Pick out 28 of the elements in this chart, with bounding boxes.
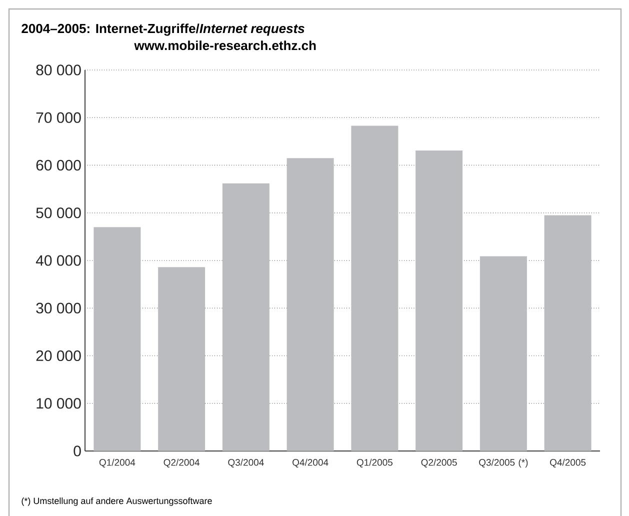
- chart-title: 2004–2005: Internet-Zugriffe/Internet requests: [22, 24, 304, 36]
- bar: [416, 150, 463, 451]
- y-tick-label: 20 000: [36, 350, 81, 362]
- bar: [158, 267, 206, 451]
- bar: [222, 183, 270, 451]
- x-tick-label: Q1/2005: [356, 458, 393, 468]
- bar: [351, 126, 398, 451]
- y-tick-label: 60 000: [36, 160, 81, 171]
- bar: [480, 256, 527, 451]
- x-tick-label: Q2/2005: [421, 458, 457, 468]
- chart-subtitle: www.mobile-research.ethz.ch: [134, 40, 316, 50]
- y-tick-label: 0: [74, 446, 81, 456]
- x-tick-label: Q3/2004: [228, 458, 264, 468]
- x-tick-label: Q4/2004: [292, 458, 328, 468]
- bar: [286, 158, 334, 451]
- y-tick-label: 80 000: [36, 64, 81, 76]
- y-tick-label: 30 000: [36, 302, 81, 314]
- y-tick-label: 50 000: [36, 208, 81, 218]
- y-tick-label: 70 000: [36, 112, 81, 123]
- y-tick-label: 10 000: [36, 398, 81, 409]
- x-tick-label: Q2/2004: [164, 458, 200, 468]
- bar: [544, 215, 592, 451]
- x-tick-label: Q4/2005: [550, 458, 586, 468]
- bar: [94, 227, 141, 451]
- text: (*) Umstellung auf andere Auswertungssoftware: [22, 497, 212, 506]
- y-tick-label: 40 000: [36, 255, 81, 266]
- x-tick-label: Q1/2004: [99, 458, 136, 468]
- x-tick-label: Q3/2005 (*): [479, 458, 528, 468]
